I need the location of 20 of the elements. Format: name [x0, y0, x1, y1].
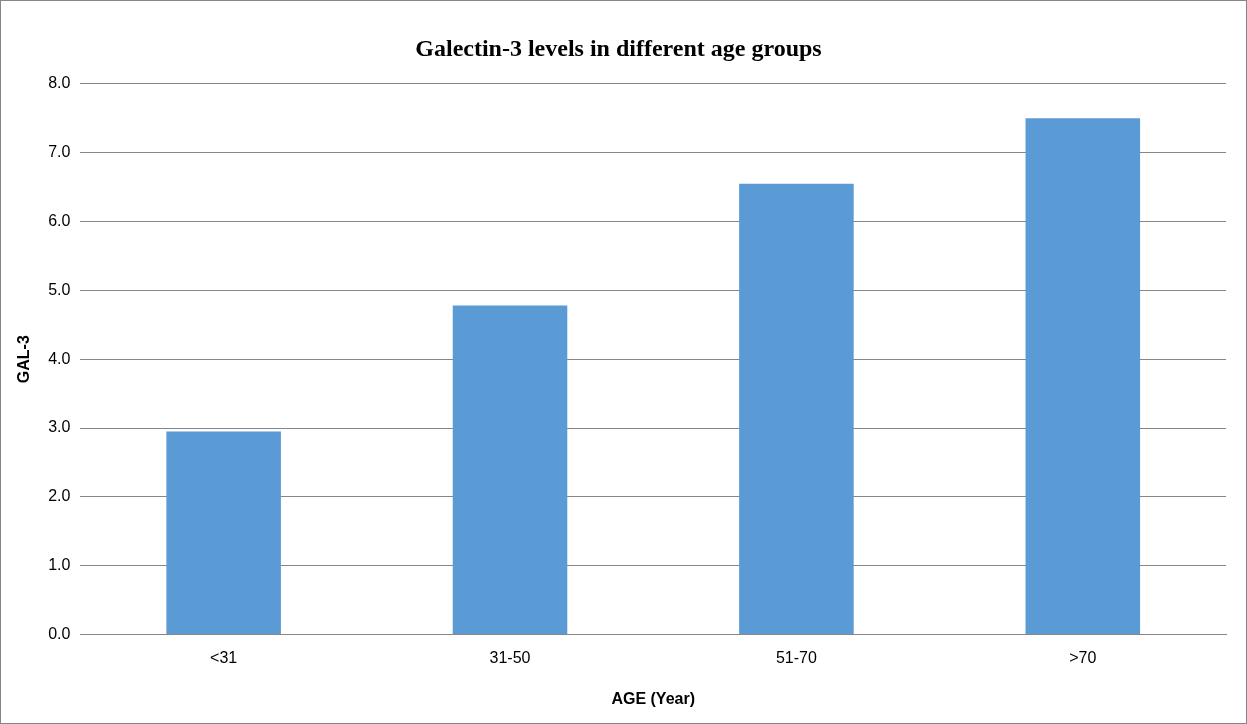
y-tick-label: 7.0 [48, 143, 71, 161]
bar [166, 431, 281, 635]
chart-title: Galectin-3 levels in different age groups [415, 34, 822, 61]
x-tick-label: >70 [1069, 648, 1097, 666]
y-tick-label: 6.0 [48, 211, 71, 229]
x-tick-label: <31 [210, 648, 238, 666]
bar [739, 183, 854, 635]
bar [1025, 118, 1141, 635]
y-tick-label: 0.0 [48, 625, 71, 643]
y-tick-label: 8.0 [48, 74, 71, 92]
x-tick-label: 31-50 [489, 648, 531, 666]
y-tick-label: 3.0 [48, 418, 71, 436]
x-axis-title: AGE (Year) [611, 689, 696, 707]
y-tick-label: 5.0 [48, 280, 71, 298]
y-tick-label: 2.0 [48, 487, 71, 505]
y-tick-label: 4.0 [48, 349, 71, 367]
y-tick-label: 1.0 [48, 556, 71, 574]
y-axis-title: GAL-3 [15, 335, 33, 384]
bar [452, 305, 568, 635]
x-tick-label: 51-70 [775, 648, 817, 666]
